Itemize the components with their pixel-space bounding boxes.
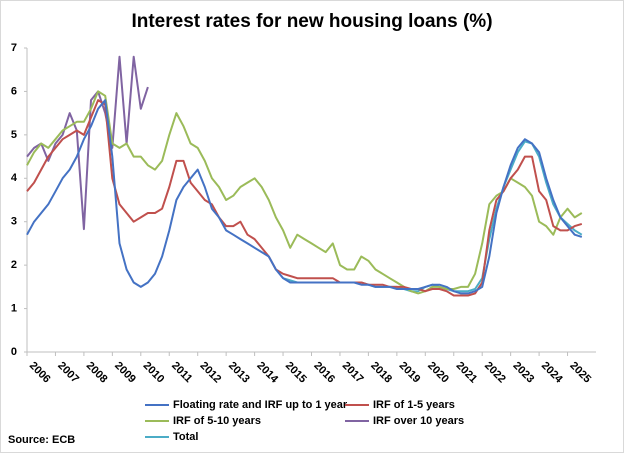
series-line	[26, 99, 583, 295]
series-line	[26, 99, 583, 297]
source-note: Source: ECB	[8, 434, 75, 446]
legend-label: Total	[173, 431, 198, 443]
y-tick-label: 6	[11, 85, 17, 97]
legend-label: Floating rate and IRF up to 1 year	[173, 399, 348, 411]
legend-label: IRF of 5-10 years	[173, 415, 261, 427]
y-tick-label: 2	[11, 259, 17, 271]
y-tick-label: 7	[11, 42, 17, 54]
y-tick-label: 0	[11, 346, 17, 358]
legend-label: IRF over 10 years	[373, 415, 464, 427]
y-tick-label: 3	[11, 216, 17, 228]
chart-title: Interest rates for new housing loans (%)	[131, 11, 492, 32]
y-tick-label: 5	[11, 129, 17, 141]
y-tick-label: 1	[11, 302, 17, 314]
legend-label: IRF of 1-5 years	[373, 399, 455, 411]
series-line	[26, 90, 583, 295]
y-tick-label: 4	[11, 172, 18, 184]
